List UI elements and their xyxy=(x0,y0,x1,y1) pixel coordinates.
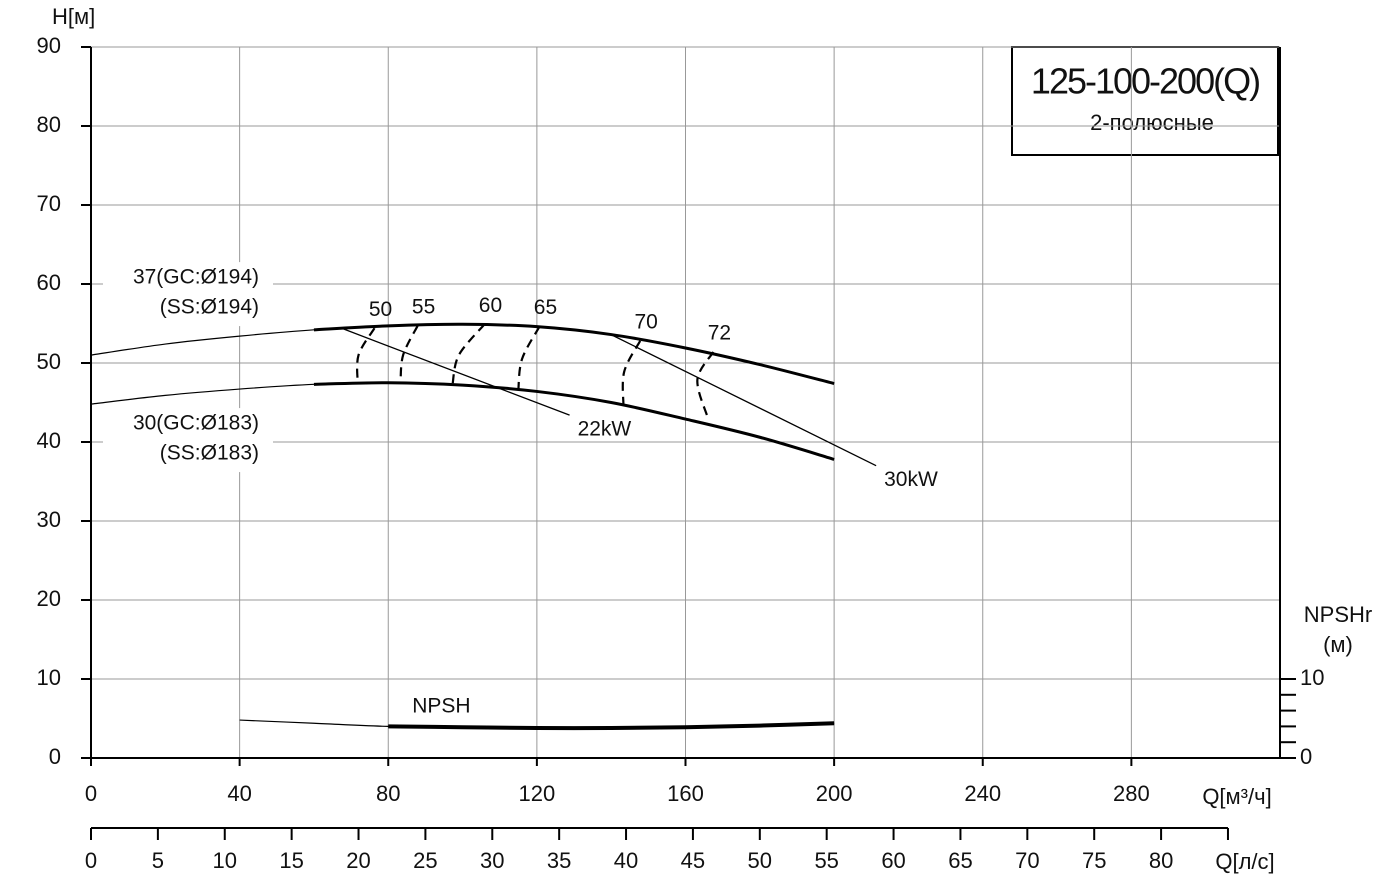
x2-tick-label: 70 xyxy=(1015,848,1039,873)
x2-tick-label: 75 xyxy=(1082,848,1106,873)
y2-tick-label: 10 xyxy=(1300,665,1324,690)
power-line xyxy=(343,328,570,416)
curve-label: 37(GC:Ø194) xyxy=(133,266,259,289)
x2-tick-label: 10 xyxy=(213,848,237,873)
y2-tick-label: 0 xyxy=(1300,744,1312,769)
title-box xyxy=(1011,46,1279,156)
chart-title: 125-100-200(Q) xyxy=(1031,61,1259,102)
y-tick-label: 40 xyxy=(37,428,61,453)
x-tick-label: 80 xyxy=(376,781,400,806)
x-tick-label: 120 xyxy=(519,781,556,806)
x2-tick-label: 45 xyxy=(681,848,705,873)
x2-tick-label: 5 xyxy=(152,848,164,873)
curve-label: (SS:Ø194) xyxy=(160,296,259,319)
curve-bold xyxy=(313,322,835,385)
chart-subtitle: 2-полюсные xyxy=(1090,110,1214,135)
x2-tick-label: 50 xyxy=(748,848,772,873)
efficiency-line xyxy=(399,325,419,384)
power-label: 22kW xyxy=(578,418,632,441)
label-bg xyxy=(103,408,273,473)
y2-axis-label: NPSHr xyxy=(1304,602,1372,627)
y-tick-label: 0 xyxy=(49,744,61,769)
power-label: 30kW xyxy=(884,468,938,491)
x2-tick-label: 60 xyxy=(881,848,905,873)
x2-tick-label: 30 xyxy=(480,848,504,873)
y-tick-label: 50 xyxy=(37,349,61,374)
x-tick-label: 280 xyxy=(1113,781,1150,806)
efficiency-label: 50 xyxy=(369,298,392,321)
curve-label: 30(GC:Ø183) xyxy=(133,412,259,435)
x2-tick-label: 65 xyxy=(948,848,972,873)
y-tick-label: 90 xyxy=(37,33,61,58)
y-axis-label: H[м] xyxy=(52,4,95,29)
efficiency-line xyxy=(696,351,715,418)
x2-tick-label: 35 xyxy=(547,848,571,873)
curve-bold xyxy=(313,381,835,461)
y-tick-label: 70 xyxy=(37,191,61,216)
efficiency-line xyxy=(451,323,486,385)
x2-tick-label: 80 xyxy=(1149,848,1173,873)
efficiency-label: 55 xyxy=(412,295,435,318)
x2-tick-label: 15 xyxy=(279,848,303,873)
efficiency-label: 65 xyxy=(534,296,557,319)
label-bg xyxy=(103,262,273,327)
y-tick-label: 10 xyxy=(37,665,61,690)
x2-tick-label: 20 xyxy=(346,848,370,873)
y-tick-label: 20 xyxy=(37,586,61,611)
x-tick-label: 160 xyxy=(667,781,704,806)
y-tick-label: 60 xyxy=(37,270,61,295)
efficiency-line xyxy=(355,327,376,385)
power-line xyxy=(609,333,877,467)
x2-axis-label: Q[л/с] xyxy=(1215,849,1274,874)
efficiency-label: 60 xyxy=(479,294,502,317)
x2-tick-label: 40 xyxy=(614,848,638,873)
y-tick-label: 30 xyxy=(37,507,61,532)
x-tick-label: 200 xyxy=(816,781,853,806)
efficiency-line xyxy=(621,340,642,406)
efficiency-label: 70 xyxy=(634,310,657,333)
x2-tick-label: 25 xyxy=(413,848,437,873)
curve-label: (SS:Ø183) xyxy=(160,442,259,465)
x2-tick-label: 0 xyxy=(85,848,97,873)
curve-bold xyxy=(388,721,835,731)
x2-tick-label: 55 xyxy=(814,848,838,873)
y-tick-label: 80 xyxy=(37,112,61,137)
curve-label: NPSH xyxy=(412,695,470,718)
x-tick-label: 240 xyxy=(964,781,1001,806)
efficiency-line xyxy=(517,326,541,391)
x-tick-label: 0 xyxy=(85,781,97,806)
x-axis-label: Q[м³/ч] xyxy=(1202,784,1271,809)
efficiency-label: 72 xyxy=(708,321,731,344)
y2-axis-unit: (м) xyxy=(1323,632,1353,657)
x-tick-label: 40 xyxy=(227,781,251,806)
